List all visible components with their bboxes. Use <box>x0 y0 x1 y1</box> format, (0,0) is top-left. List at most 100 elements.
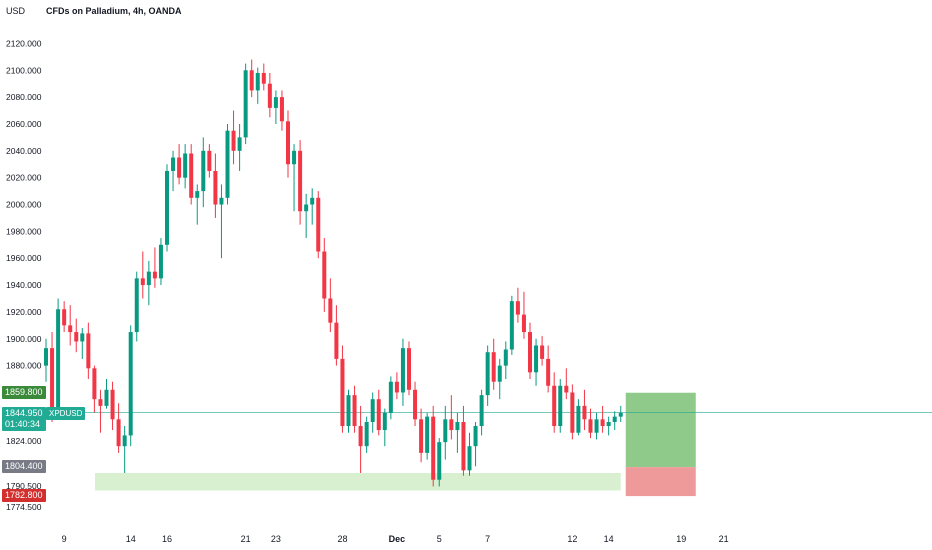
y-axis: 2120.000 2100.000 2080.000 2060.000 2040.000… <box>6 38 42 512</box>
y-tick-label: 2120.000 <box>6 38 42 48</box>
candle-body <box>316 197 321 252</box>
x-tick-label: 5 <box>437 534 442 544</box>
x-tick-label: 21 <box>719 534 729 544</box>
y-tick-label: 2060.000 <box>6 119 42 129</box>
candle-body <box>152 271 157 279</box>
candle-body <box>467 446 472 471</box>
candle-body <box>183 153 188 178</box>
candle-body <box>413 389 418 420</box>
x-tick-label: 28 <box>337 534 347 544</box>
currency-label: USD <box>6 6 26 16</box>
candle-body <box>334 322 339 359</box>
x-tick-label: 12 <box>567 534 577 544</box>
x-tick-label: 19 <box>676 534 686 544</box>
candle-body <box>564 385 569 393</box>
candle-body <box>237 137 242 151</box>
y-tick-label: 1960.000 <box>6 253 42 263</box>
candle-body <box>243 70 248 138</box>
candle-body <box>165 170 169 245</box>
candle-body <box>455 422 460 431</box>
candle-body <box>158 244 163 279</box>
candle-body <box>352 395 357 427</box>
candle-body <box>122 435 127 447</box>
candle-body <box>376 399 381 431</box>
candle-body <box>146 271 151 286</box>
candle-body <box>370 399 375 422</box>
y-tick-label: 1824.000 <box>6 436 42 446</box>
candle-body <box>582 405 587 420</box>
current-price: 1844.950 <box>5 407 43 418</box>
candle-body <box>62 309 67 326</box>
candle-body <box>98 399 103 406</box>
candle-body <box>92 368 97 400</box>
x-tick-label: 14 <box>604 534 614 544</box>
candle-body <box>56 309 61 409</box>
candle-body <box>249 70 254 91</box>
countdown: 01:40:34 <box>5 418 41 429</box>
candle-body <box>298 150 303 212</box>
candle-body <box>394 381 399 393</box>
y-tick-label: 1774.500 <box>6 502 42 512</box>
candle-body <box>521 314 526 333</box>
y-tick-label: 1900.000 <box>6 334 42 344</box>
candle-body <box>612 416 617 422</box>
candle-body <box>279 97 284 122</box>
candle-body <box>358 426 363 447</box>
x-tick-label: 16 <box>162 534 172 544</box>
candle-body <box>364 422 369 447</box>
candle-body <box>267 83 272 108</box>
candle-body <box>497 365 502 382</box>
candle-body <box>86 333 91 369</box>
candle-body <box>177 157 182 178</box>
candle-body <box>44 348 48 366</box>
candle-body <box>388 381 393 413</box>
candle-body <box>503 349 508 366</box>
candle-body <box>225 130 230 198</box>
candle-body <box>600 419 605 427</box>
candle-body <box>528 332 532 373</box>
candle-body <box>419 419 424 453</box>
y-tick-label: 2040.000 <box>6 146 42 156</box>
candle-body <box>473 426 478 447</box>
candle-body <box>80 333 85 342</box>
candle-body <box>449 419 454 431</box>
candle-body <box>74 332 79 342</box>
x-tick-label: Dec <box>389 534 406 544</box>
zones-layer <box>44 392 932 497</box>
candle-body <box>140 278 145 286</box>
candle-body <box>382 412 387 431</box>
candle-body <box>322 251 327 299</box>
y-tick-label: 2020.000 <box>6 173 42 183</box>
y-tick-label: 1880.000 <box>6 361 42 371</box>
y-tick-label: 1790.500 <box>6 481 42 491</box>
candle-body <box>407 348 411 390</box>
x-axis: 9 14 16 21 23 28 Dec 5 7 12 14 19 21 <box>62 534 729 544</box>
chart-title: CFDs on Palladium, 4h, OANDA <box>46 6 182 16</box>
candle-body <box>588 419 593 433</box>
candle-body <box>346 395 351 427</box>
loss-zone <box>625 467 696 497</box>
candle-body <box>286 121 290 165</box>
candle-body <box>110 389 115 420</box>
candle-body <box>576 405 581 433</box>
candle-body <box>104 389 109 406</box>
candle-body <box>558 385 563 427</box>
candle-body <box>509 301 514 350</box>
candle-body <box>461 422 466 471</box>
candle-body <box>219 197 224 205</box>
candle-body <box>231 130 236 151</box>
candle-body <box>618 412 623 417</box>
candle-body <box>116 419 121 447</box>
candle-body <box>594 419 599 433</box>
ticker-badge: XPDUSD <box>46 406 86 420</box>
candles-layer <box>44 59 623 487</box>
take-profit-badge: 1859.800 <box>2 385 46 399</box>
candle-body <box>50 348 55 409</box>
candle-body <box>261 72 266 84</box>
x-tick-label: 23 <box>271 534 281 544</box>
y-tick-label: 2000.000 <box>6 200 42 210</box>
candle-body <box>171 157 176 171</box>
entry-badge: 1804.400 <box>2 460 46 474</box>
candle-body <box>273 97 278 108</box>
